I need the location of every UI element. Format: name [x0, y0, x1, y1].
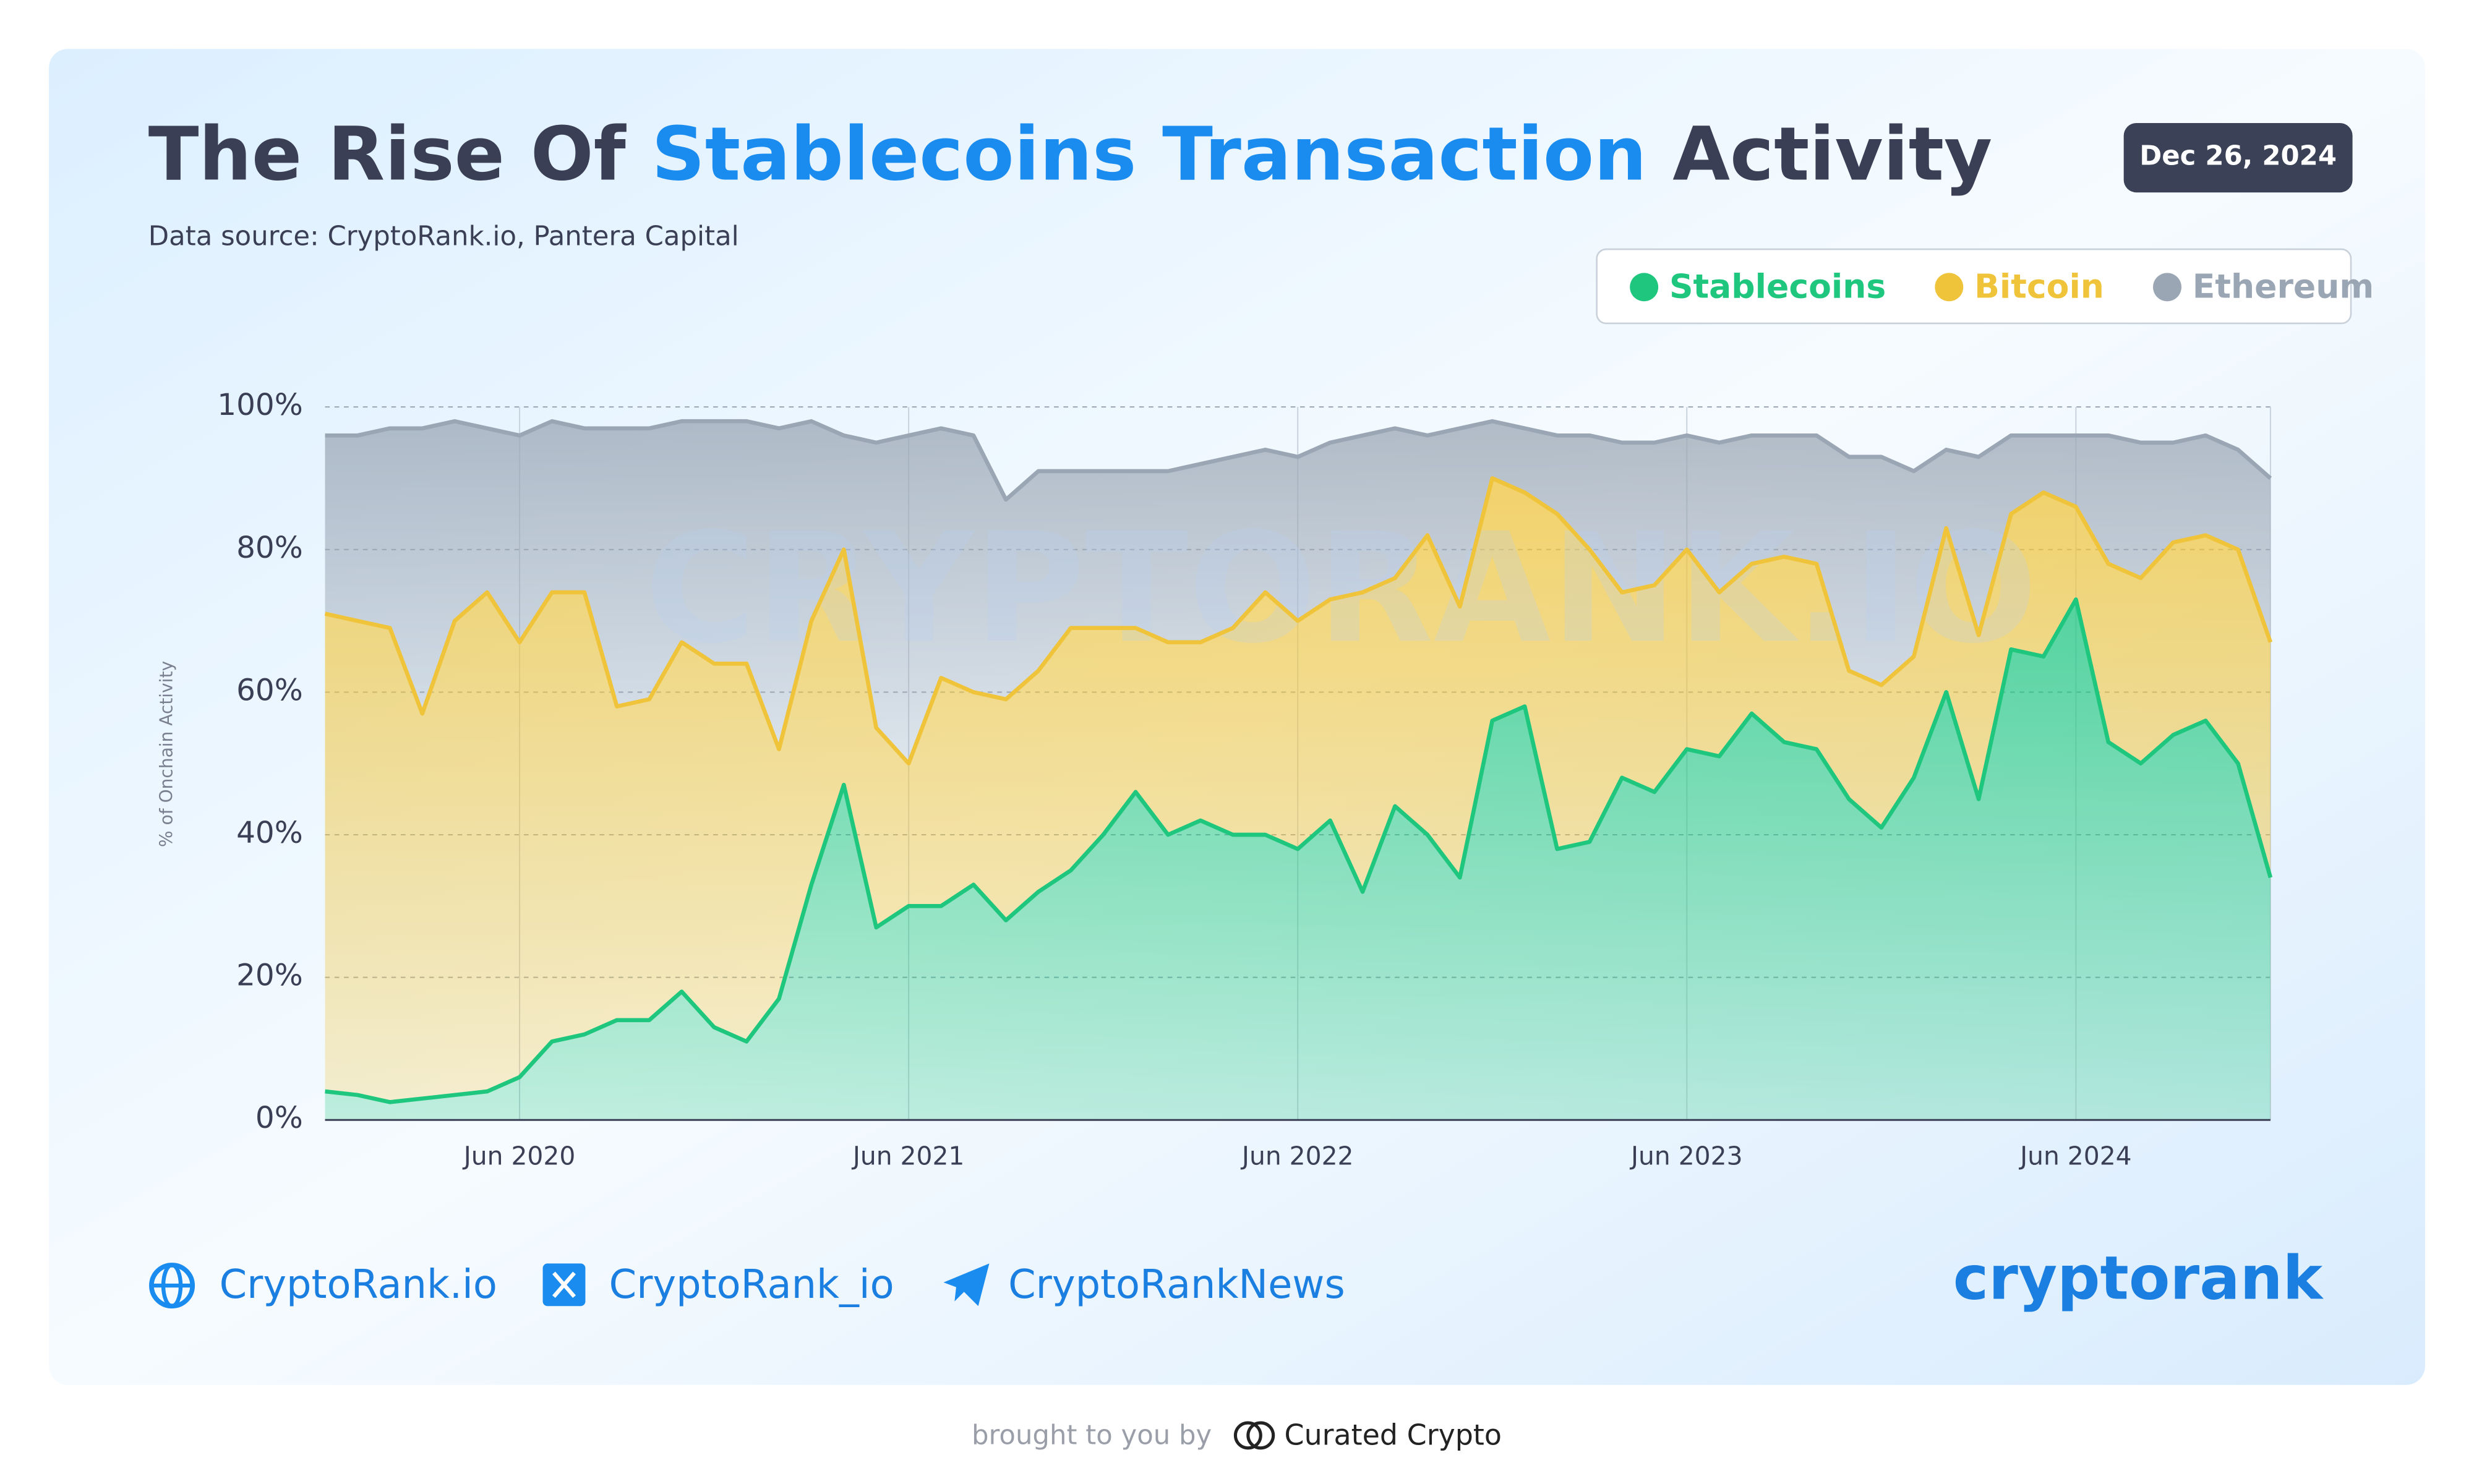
- footer: CryptoRank.io CryptoRank_io CryptoRankNe…: [149, 1243, 2324, 1451]
- sponsor-icon: [1246, 1421, 1275, 1450]
- line: [325, 419, 2272, 502]
- legend-label: Stablecoins: [1669, 267, 1886, 305]
- x-tick-label: Jun 2024: [2018, 1141, 2132, 1171]
- credit: brought to you by: [972, 1420, 1212, 1451]
- area: [325, 478, 2271, 1102]
- title-part: Activity: [1672, 111, 1992, 197]
- title-highlight: Stablecoins Transaction: [652, 111, 1647, 197]
- legend-marker: [1935, 273, 1964, 302]
- date: Dec 26, 2024: [2139, 141, 2337, 172]
- y-tick-label: 40%: [236, 816, 303, 850]
- link[interactable]: CryptoRank_io: [609, 1262, 894, 1308]
- sponsor: Curated Crypto: [1285, 1418, 1502, 1451]
- link[interactable]: CryptoRankNews: [1008, 1262, 1345, 1308]
- y-tick-label: 100%: [217, 388, 303, 422]
- line: [324, 476, 2273, 766]
- y-tick-label: 0%: [255, 1101, 303, 1135]
- sponsor-icon: [1233, 1421, 1262, 1450]
- y-tick-label: 80%: [236, 531, 303, 565]
- area: [325, 599, 2271, 1120]
- title-part: The Rise Of: [148, 111, 627, 197]
- line: [325, 597, 2273, 1104]
- date-badge: [2123, 122, 2353, 193]
- x-tick-label: Jun 2021: [851, 1141, 965, 1171]
- legend-marker: [2153, 273, 2181, 302]
- legend-box: [1596, 248, 2352, 325]
- y-axis-label: % of Onchain Activity: [156, 661, 176, 847]
- logo: cryptorank: [1953, 1243, 2324, 1313]
- chart-title: The Rise Of Stablecoins Transaction Acti…: [148, 111, 1992, 197]
- legend-marker: [1630, 273, 1659, 302]
- y-tick-label: 60%: [236, 673, 303, 707]
- area: [325, 421, 2271, 764]
- y-tick-label: 20%: [236, 958, 303, 993]
- x-tick-label: Jun 2022: [1240, 1141, 1354, 1171]
- subtitle: Data source: CryptoRank.io, Pantera Capi…: [148, 221, 739, 252]
- telegram-icon: [943, 1263, 990, 1307]
- legend-label: Ethereum: [2193, 267, 2374, 305]
- link[interactable]: CryptoRank.io: [220, 1262, 497, 1308]
- legend-label: Bitcoin: [1974, 267, 2104, 305]
- x-tick-label: Jun 2020: [462, 1141, 576, 1171]
- x-icon: [552, 1271, 576, 1298]
- watermark: CRYPTORANK.IO: [644, 500, 2037, 676]
- x-tick-label: Jun 2023: [1629, 1141, 1743, 1171]
